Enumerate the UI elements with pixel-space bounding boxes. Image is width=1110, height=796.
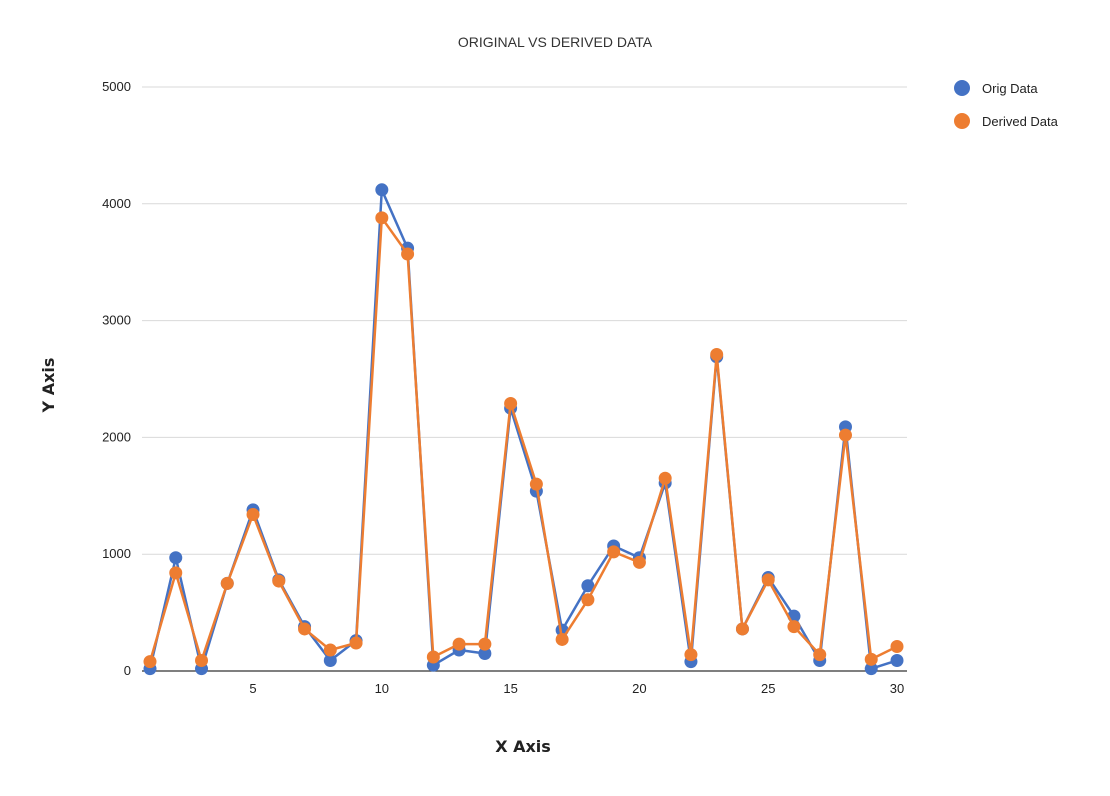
- data-point: [375, 183, 389, 197]
- x-tick-label: 5: [249, 681, 256, 696]
- data-point: [169, 551, 183, 565]
- chart-title: ORIGINAL VS DERIVED DATA: [458, 34, 653, 50]
- series-line: [148, 188, 898, 670]
- y-tick-label: 5000: [102, 79, 131, 94]
- data-point: [478, 637, 492, 651]
- axes: 0 1000 2000 3000 4000 5000 5 10 15 20 25 30: [102, 79, 907, 696]
- data-point: [555, 632, 569, 646]
- x-tick-label: 20: [632, 681, 646, 696]
- data-point: [735, 622, 749, 636]
- y-tick-label: 1000: [102, 546, 131, 561]
- data-point: [246, 507, 260, 521]
- legend-marker: [954, 113, 970, 129]
- series-line: [148, 216, 898, 663]
- data-point: [607, 545, 621, 559]
- legend: Orig Data Derived Data: [954, 80, 1059, 129]
- data-point: [349, 636, 363, 650]
- data-point: [401, 247, 415, 261]
- data-point: [195, 653, 209, 667]
- data-point: [581, 579, 595, 593]
- data-point: [272, 574, 286, 588]
- data-point: [323, 653, 337, 667]
- x-tick-label: 25: [761, 681, 775, 696]
- data-point: [504, 397, 518, 411]
- x-tick-label: 15: [503, 681, 517, 696]
- data-point: [813, 648, 827, 662]
- series-orig-data: [143, 183, 904, 676]
- data-point: [581, 593, 595, 607]
- y-tick-label: 2000: [102, 429, 131, 444]
- data-point: [143, 655, 157, 669]
- data-point: [710, 347, 724, 361]
- data-point: [890, 653, 904, 667]
- data-point: [323, 643, 337, 657]
- data-point: [761, 573, 775, 587]
- x-tick-label: 10: [375, 681, 389, 696]
- data-point: [452, 637, 466, 651]
- y-tick-label: 0: [124, 663, 131, 678]
- data-point: [890, 639, 904, 653]
- data-point: [658, 471, 672, 485]
- series-layer: [143, 183, 904, 676]
- legend-marker: [954, 80, 970, 96]
- data-point: [529, 477, 543, 491]
- data-point: [838, 428, 852, 442]
- x-tick-label: 30: [890, 681, 904, 696]
- y-tick-label: 3000: [102, 313, 131, 328]
- data-point: [684, 648, 698, 662]
- series-derived-data: [143, 211, 904, 669]
- data-point: [478, 646, 492, 660]
- data-point: [426, 650, 440, 664]
- x-axis-title: X Axis: [495, 737, 551, 756]
- data-point: [220, 576, 234, 590]
- y-axis-title: Y Axis: [39, 358, 58, 414]
- legend-label: Derived Data: [982, 114, 1059, 129]
- data-point: [864, 662, 878, 676]
- data-point: [375, 211, 389, 225]
- data-point: [864, 652, 878, 666]
- data-point: [298, 622, 312, 636]
- data-point: [169, 566, 183, 580]
- data-point: [787, 620, 801, 634]
- legend-label: Orig Data: [982, 81, 1038, 96]
- y-tick-label: 4000: [102, 196, 131, 211]
- data-point: [632, 555, 646, 569]
- gridlines: [142, 86, 907, 555]
